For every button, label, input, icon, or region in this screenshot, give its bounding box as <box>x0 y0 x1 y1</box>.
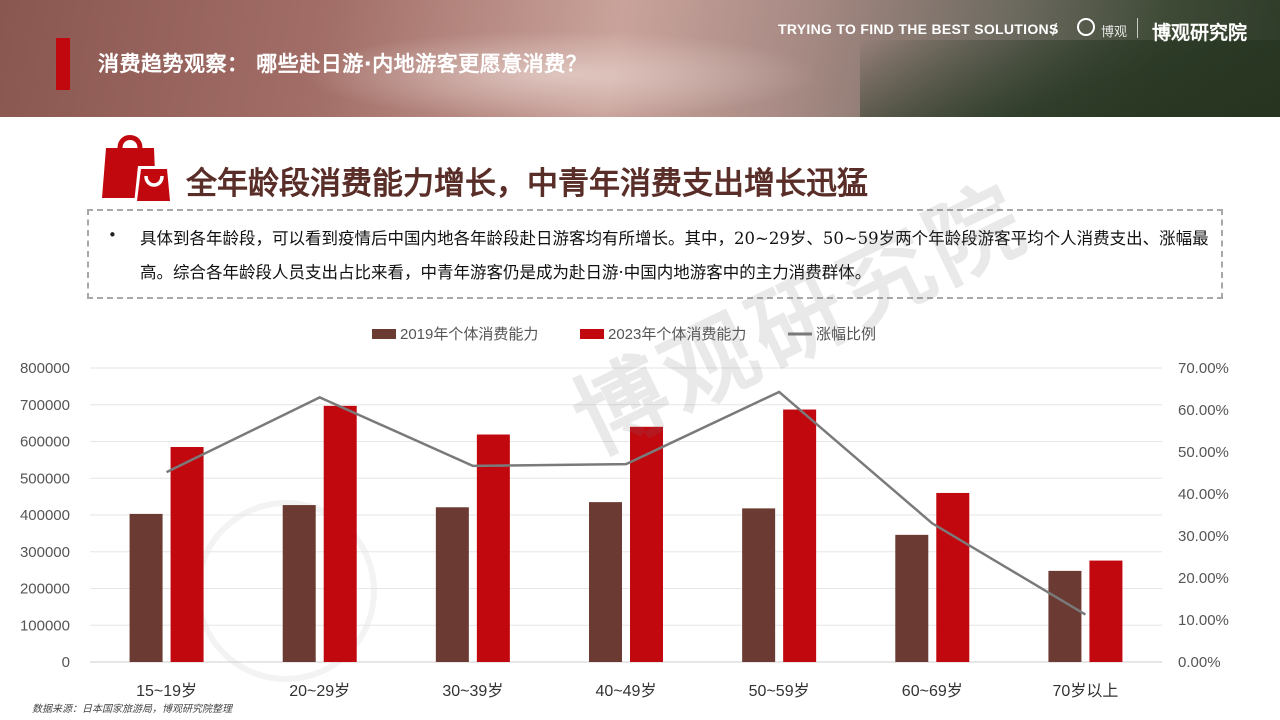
x-category-label: 20~29岁 <box>289 682 350 698</box>
description-text: 具体到各年龄段，可以看到疫情后中国内地各年龄段赴日游客均有所增长。其中，20~2… <box>140 229 1209 282</box>
legend-label: 2019年个体消费能力 <box>400 326 538 343</box>
slogan: TRYING TO FIND THE BEST SOLUTIONS <box>778 21 1059 37</box>
y-left-tick-label: 500000 <box>20 470 70 487</box>
bar-2023 <box>170 447 204 662</box>
bullet-point: • <box>108 226 117 244</box>
section-heading: 全年龄段消费能力增长，中青年消费支出增长迅猛 <box>186 166 868 202</box>
bar-2019 <box>282 505 316 662</box>
bar-2019 <box>589 502 622 662</box>
growth-line <box>166 390 1087 616</box>
banner-mountain <box>860 40 1280 117</box>
bar-2023 <box>476 434 510 662</box>
y-axis-left: 0 100000 200000 300000 400000 500000 600000 700… <box>20 360 70 671</box>
description-box <box>87 209 1223 299</box>
y-left-tick-label: 0 <box>62 654 70 671</box>
y-right-tick-label: 70.00% <box>1178 360 1229 377</box>
bar-2019 <box>742 508 776 662</box>
bar-2023 <box>936 492 970 662</box>
y-right-tick-label: 50.00% <box>1178 444 1229 461</box>
y-left-tick-label: 800000 <box>20 360 70 377</box>
bar-2019 <box>435 507 469 662</box>
y-left-tick-label: 300000 <box>20 544 70 561</box>
brand-logo-text: 博观 <box>1101 25 1128 40</box>
title-accent-bar <box>56 38 70 90</box>
x-category-label: 15~19岁 <box>136 682 197 698</box>
legend-swatch <box>580 329 604 339</box>
brand-name: 博观研究院 <box>1152 22 1248 44</box>
bar-2023 <box>1089 560 1123 662</box>
chart-gridlines <box>90 367 1162 663</box>
brand-logo-icon <box>1077 18 1095 36</box>
banner-mist <box>300 30 820 117</box>
y-right-tick-label: 60.00% <box>1178 402 1229 419</box>
bar-2023 <box>323 405 357 662</box>
shopping-bag-icon <box>102 135 174 204</box>
y-left-tick-label: 400000 <box>20 507 70 524</box>
x-axis-categories: 15~19岁 20~29岁 30~39岁 40~49岁 50~59岁 60~69岁 70岁以… <box>136 682 1118 698</box>
y-left-tick-label: 100000 <box>20 617 70 634</box>
legend-swatch <box>372 329 396 339</box>
x-category-label: 70岁以上 <box>1053 682 1119 698</box>
y-left-tick-label: 200000 <box>20 581 70 598</box>
page-title: 消费趋势观察： 哪些赴日游·内地游客更愿意消费？ <box>98 52 588 76</box>
y-right-tick-label: 10.00% <box>1178 612 1229 629</box>
bar-2023 <box>630 426 663 662</box>
bar-2023 <box>783 409 817 662</box>
header-banner <box>0 0 1280 117</box>
y-left-tick-label: 600000 <box>20 434 70 451</box>
y-right-tick-label: 0.00% <box>1178 654 1221 671</box>
slogan-separator: / <box>1052 20 1058 38</box>
y-right-tick-label: 30.00% <box>1178 528 1229 545</box>
bar-2019 <box>129 513 163 662</box>
y-left-tick-label: 700000 <box>20 397 70 414</box>
x-category-label: 30~39岁 <box>442 682 503 698</box>
x-category-label: 40~49岁 <box>596 682 657 698</box>
chart-legend: 2019年个体消费能力 2023年个体消费能力 涨幅比例 <box>372 326 876 343</box>
data-source: 数据来源：日本国家旅游局，博观研究院整理 <box>32 704 232 715</box>
combo-chart: 2019年个体消费能力 2023年个体消费能力 涨幅比例 0 100000 200000… <box>20 326 1229 698</box>
y-axis-right: 0.00% 10.00% 20.00% 30.00% 40.00% 50.00% 60.00… <box>1178 360 1229 671</box>
chart-bars <box>129 405 1123 662</box>
legend-label: 涨幅比例 <box>816 326 876 343</box>
bar-2019 <box>895 534 929 662</box>
y-right-tick-label: 20.00% <box>1178 570 1229 587</box>
logo-divider <box>1137 18 1138 38</box>
legend-label: 2023年个体消费能力 <box>608 326 746 343</box>
x-category-label: 50~59岁 <box>749 682 810 698</box>
y-right-tick-label: 40.00% <box>1178 486 1229 503</box>
bar-2019 <box>1048 570 1082 662</box>
x-category-label: 60~69岁 <box>902 682 963 698</box>
